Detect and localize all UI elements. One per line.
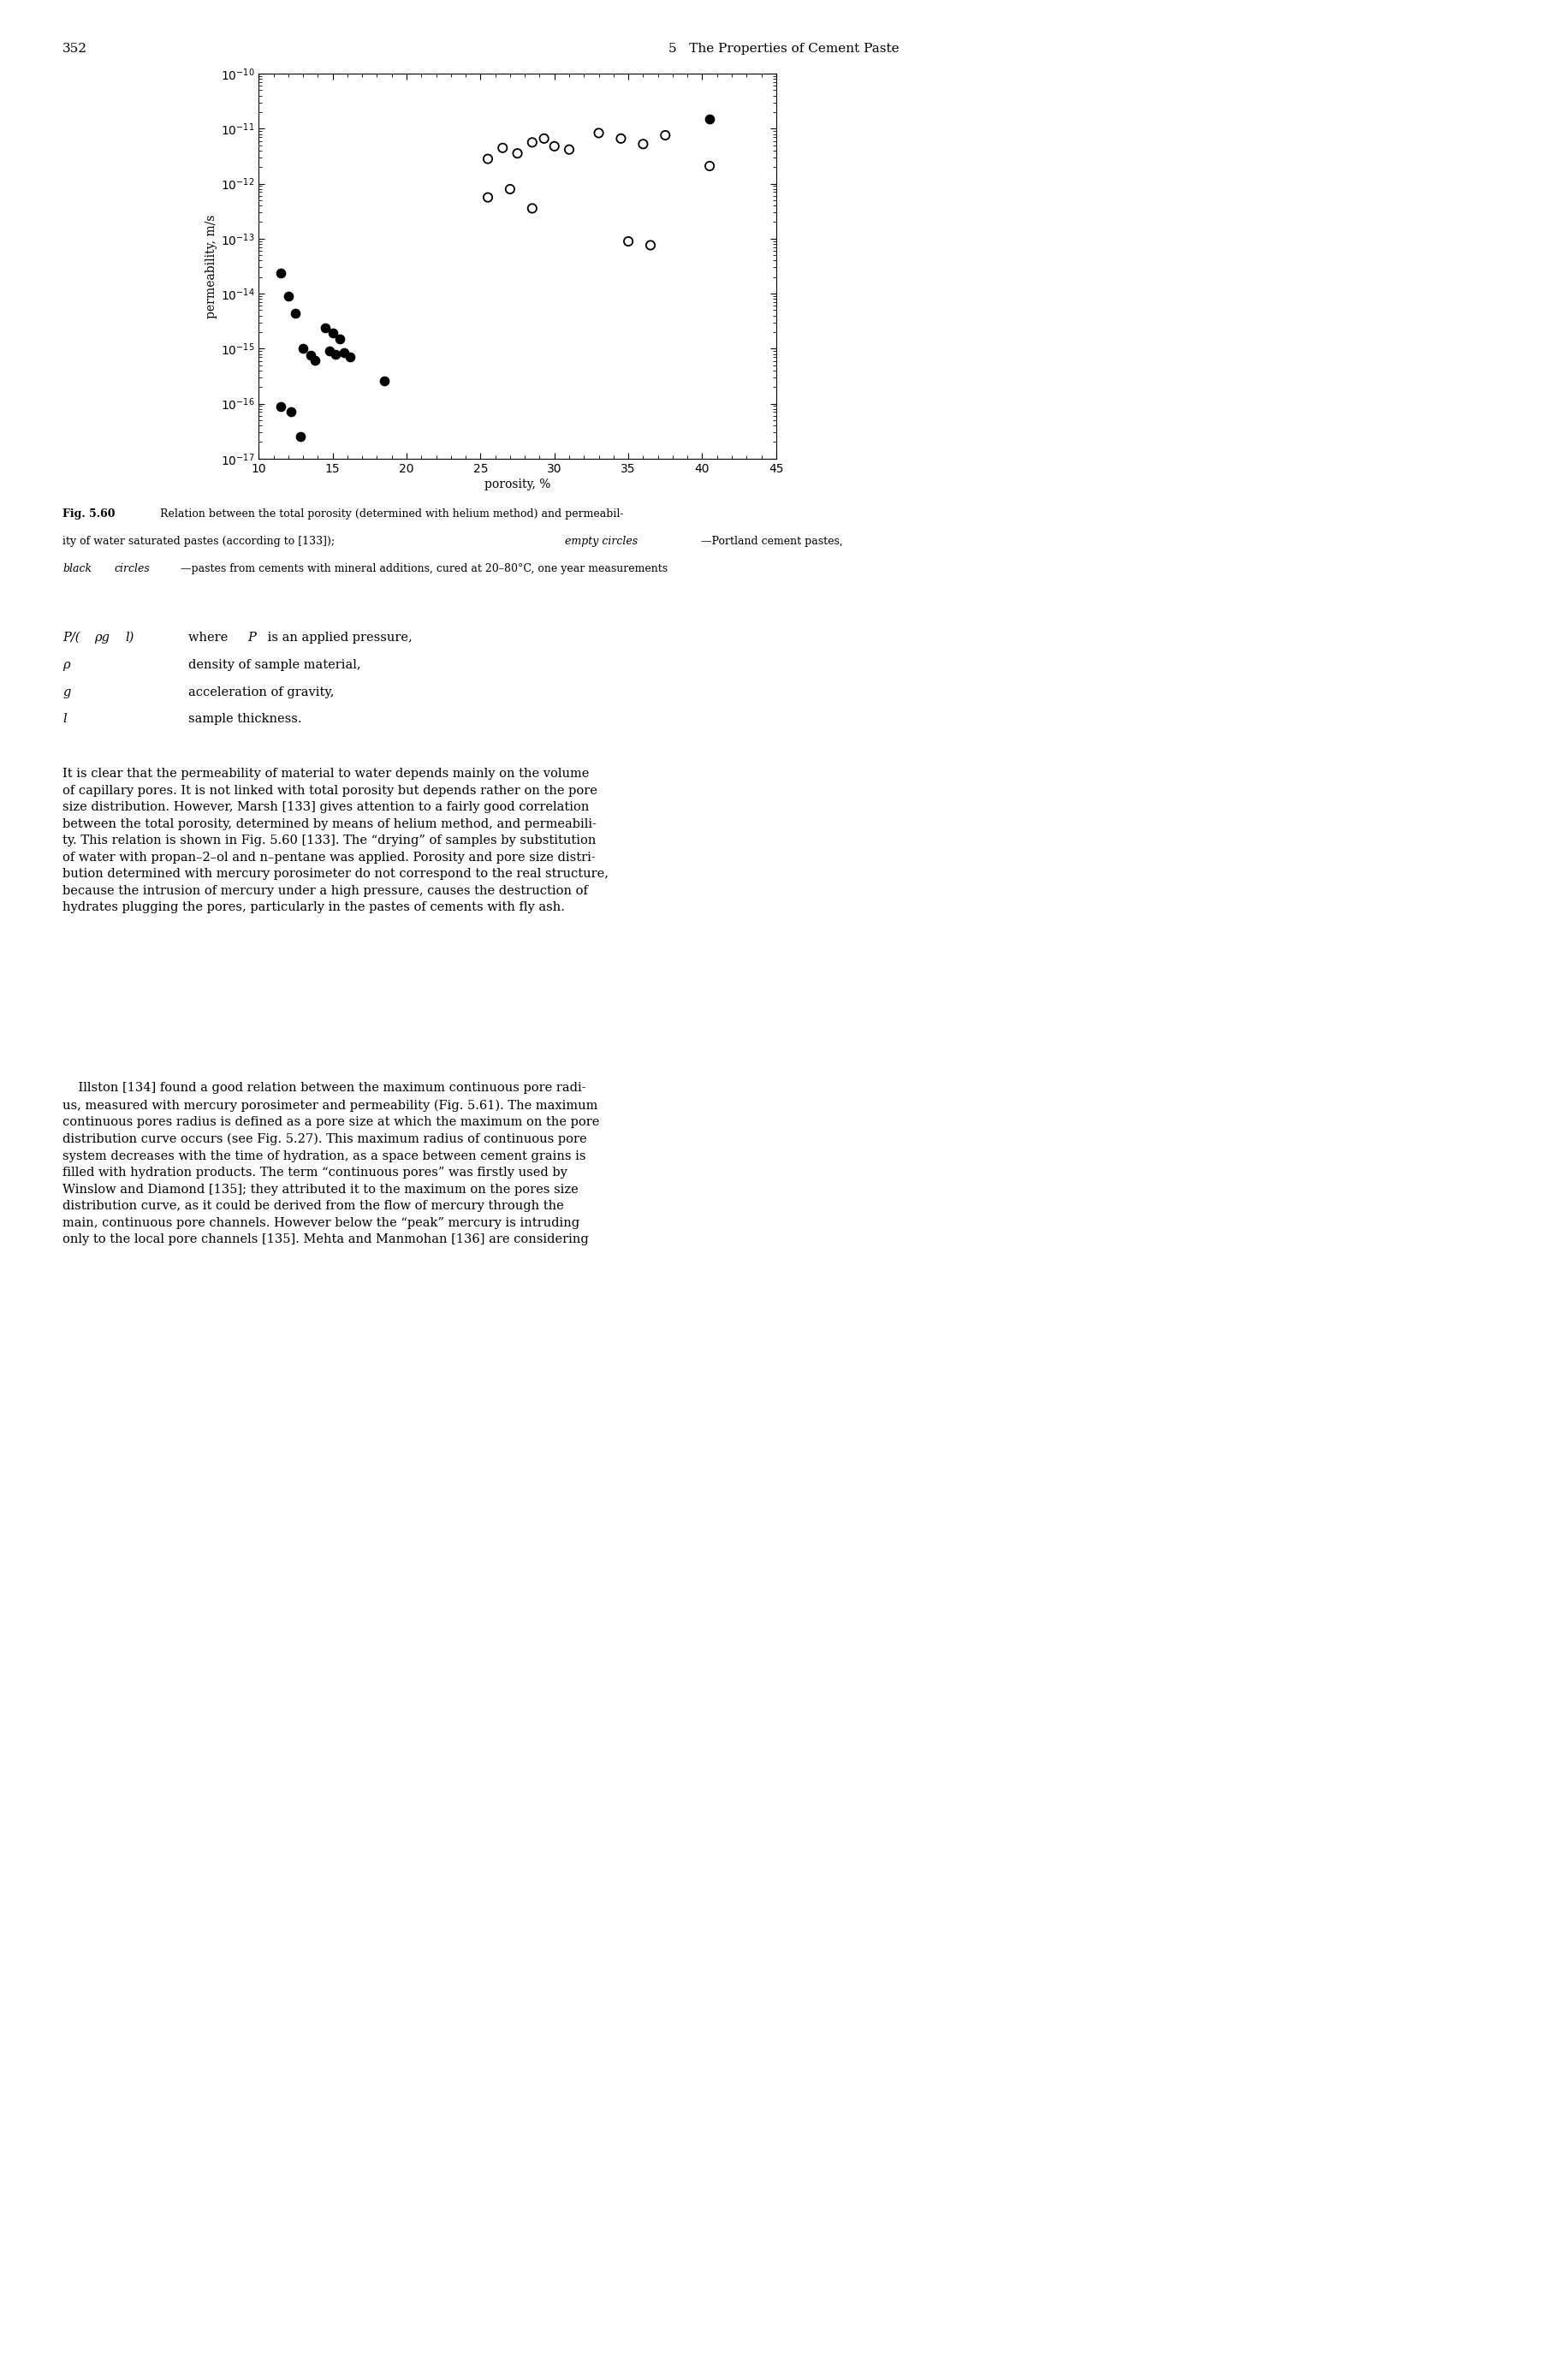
Point: [630, 126, 655, 164]
Point: [287, 418, 312, 456]
Point: [519, 190, 544, 228]
Point: [532, 119, 557, 157]
Text: circles: circles: [114, 563, 151, 575]
Point: [698, 100, 723, 138]
Point: [372, 361, 397, 399]
Text: —Portland cement pastes,: —Portland cement pastes,: [701, 537, 842, 546]
Point: [332, 335, 358, 373]
Text: l: l: [63, 713, 67, 725]
Point: [328, 321, 353, 359]
Text: It is clear that the permeability of material to water depends mainly on the vol: It is clear that the permeability of mat…: [63, 767, 608, 912]
Y-axis label: permeability, m/s: permeability, m/s: [205, 214, 216, 318]
Text: acceleration of gravity,: acceleration of gravity,: [188, 687, 334, 699]
Text: is an applied pressure,: is an applied pressure,: [263, 632, 412, 644]
Point: [312, 309, 337, 347]
Text: ρ: ρ: [63, 658, 71, 670]
Text: ity of water saturated pastes (according to [133]);: ity of water saturated pastes (according…: [63, 537, 336, 546]
Text: density of sample material,: density of sample material,: [188, 658, 361, 670]
Text: Relation between the total porosity (determined with helium method) and permeabi: Relation between the total porosity (det…: [160, 508, 624, 520]
Text: g: g: [63, 687, 71, 699]
Point: [298, 335, 323, 373]
Point: [317, 333, 342, 371]
Point: [337, 337, 362, 375]
Point: [268, 387, 293, 425]
Text: Fig. 5.60: Fig. 5.60: [63, 508, 116, 520]
Point: [497, 171, 522, 209]
Text: sample thickness.: sample thickness.: [188, 713, 301, 725]
Point: [543, 128, 568, 166]
Point: [505, 135, 530, 173]
Text: black: black: [63, 563, 93, 575]
Point: [616, 223, 641, 261]
Point: [652, 116, 677, 154]
Text: l): l): [125, 632, 135, 644]
Point: [557, 131, 582, 169]
Text: P: P: [248, 632, 256, 644]
Point: [268, 254, 293, 292]
Point: [698, 147, 723, 185]
Text: P/(: P/(: [63, 632, 80, 644]
Point: [303, 342, 328, 380]
Text: where: where: [188, 632, 232, 644]
Point: [320, 314, 345, 352]
Point: [475, 178, 500, 216]
Text: ρg: ρg: [94, 632, 110, 644]
Point: [276, 278, 301, 316]
Point: [323, 335, 348, 373]
Text: 5   The Properties of Cement Paste: 5 The Properties of Cement Paste: [668, 43, 900, 55]
Point: [638, 226, 663, 264]
Point: [279, 392, 304, 430]
Text: —pastes from cements with mineral additions, cured at 20–80°C, one year measurem: —pastes from cements with mineral additi…: [180, 563, 668, 575]
Text: empty circles: empty circles: [564, 537, 637, 546]
Point: [608, 119, 633, 157]
Text: 352: 352: [63, 43, 88, 55]
Point: [475, 140, 500, 178]
Point: [519, 124, 544, 162]
Point: [284, 295, 309, 333]
Point: [491, 128, 516, 166]
Point: [586, 114, 612, 152]
Point: [290, 330, 315, 368]
X-axis label: porosity, %: porosity, %: [485, 478, 550, 489]
Text: Illston [134] found a good relation between the maximum continuous pore radi-
us: Illston [134] found a good relation betw…: [63, 1083, 599, 1245]
